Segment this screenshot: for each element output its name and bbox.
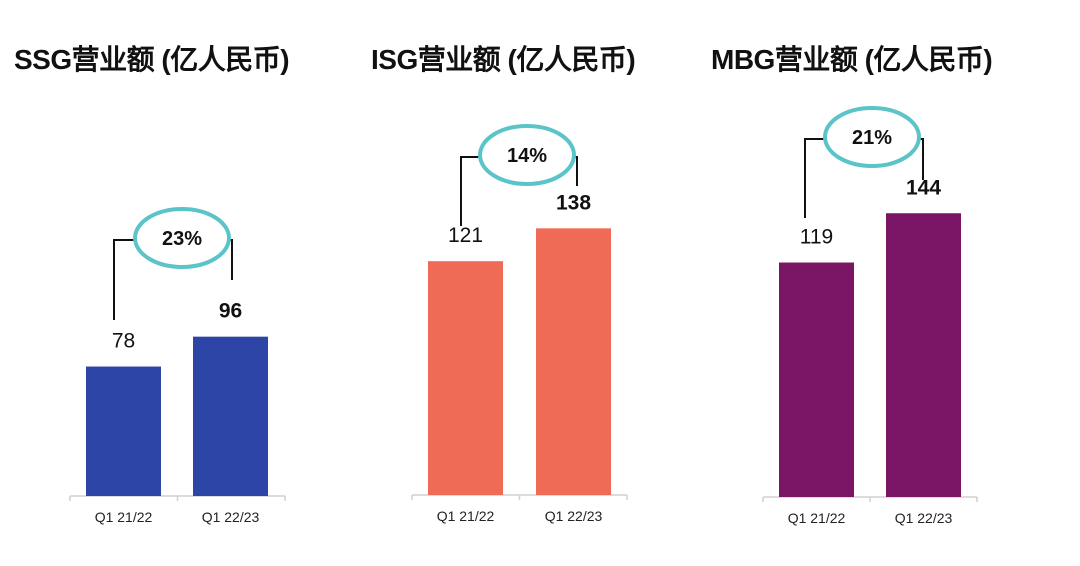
ssg-bar-1	[86, 366, 161, 496]
ssg-category-label-2: Q1 22/23	[202, 509, 260, 525]
mbg-chart-title: MBG营业额 (亿人民币)	[711, 44, 993, 75]
mbg-bar-1	[779, 262, 854, 497]
isg-growth-ellipse	[478, 124, 576, 186]
isg-category-label-2: Q1 22/23	[545, 508, 603, 524]
isg-category-label-1: Q1 21/22	[437, 508, 495, 524]
isg-bar-1	[428, 261, 503, 495]
ssg-chart-title: SSG营业额 (亿人民币)	[14, 44, 290, 75]
mbg-growth-bracket-left	[804, 138, 826, 218]
ssg-growth-ellipse	[133, 207, 231, 269]
ssg-growth-bracket-left	[113, 239, 136, 320]
ssg-value-label-1: 78	[112, 330, 135, 353]
isg-bar-2	[536, 228, 611, 496]
ssg-value-label-2: 96	[219, 300, 242, 323]
isg-growth-bracket-left	[460, 156, 481, 226]
mbg-value-label-1: 119	[800, 226, 833, 249]
mbg-bar-2	[886, 213, 961, 497]
isg-chart-title: ISG营业额 (亿人民币)	[371, 44, 636, 75]
isg-growth-label: 14%	[507, 145, 547, 167]
isg-value-label-2: 138	[556, 191, 591, 214]
isg-value-label-1: 121	[448, 224, 483, 247]
mbg-growth-label: 21%	[852, 127, 892, 149]
ssg-bar-2	[193, 336, 268, 496]
ssg-growth-label: 23%	[162, 228, 202, 250]
mbg-value-label-2: 144	[906, 176, 941, 199]
mbg-category-label-2: Q1 22/23	[895, 510, 953, 526]
ssg-category-label-1: Q1 21/22	[95, 509, 153, 525]
mbg-growth-ellipse	[823, 106, 921, 168]
mbg-category-label-1: Q1 21/22	[788, 510, 846, 526]
